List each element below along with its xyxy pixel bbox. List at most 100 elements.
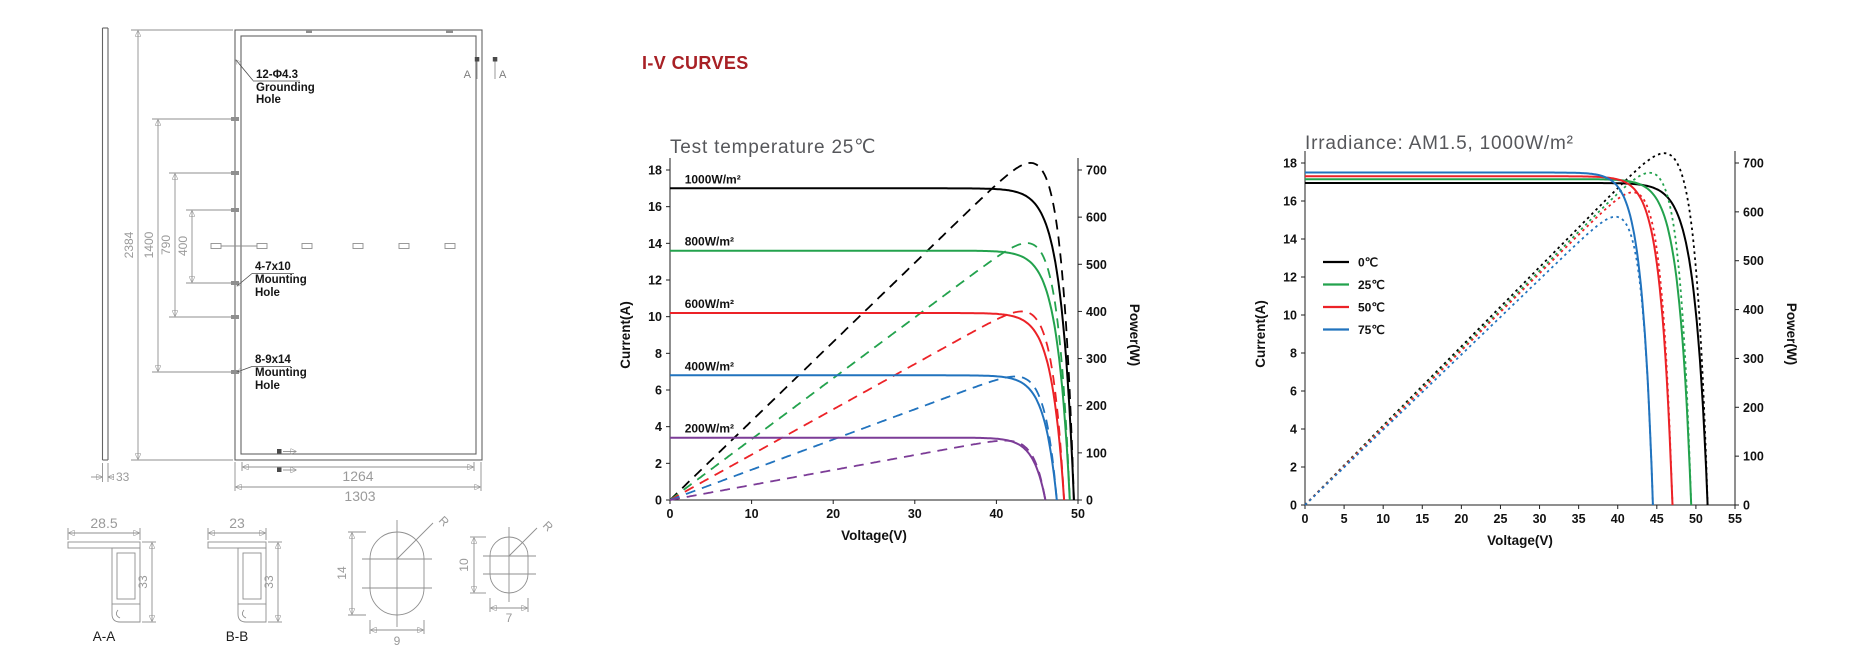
x-tick-label: 45 — [1650, 512, 1664, 526]
x-tick-label: 50 — [1071, 507, 1085, 521]
power-tick-label: 300 — [1743, 352, 1764, 366]
grounding-callout-line1: 12-Φ4.3 — [256, 69, 298, 81]
dim-bottom-hole-span: 1264 — [241, 462, 475, 484]
y-tick-label: 16 — [648, 200, 662, 214]
dim-aa-height-label: 33 — [136, 575, 150, 589]
x-tick-label: 20 — [826, 507, 840, 521]
y-tick-label: 0 — [1290, 499, 1297, 513]
dim-1400: 1400 — [142, 118, 233, 373]
y-tick-label: 2 — [655, 457, 662, 471]
section-a-markers: A A — [464, 57, 507, 81]
series-label-800w-m: 800W/m² — [685, 235, 734, 249]
pv-curve-25 — [1304, 171, 1693, 506]
dim-frame-thickness-label: 33 — [116, 470, 130, 484]
power-axis-title: Power(W) — [1127, 304, 1142, 366]
y-tick-label: 10 — [648, 310, 662, 324]
x-tick-label: 30 — [908, 507, 922, 521]
x-tick-label: 10 — [745, 507, 759, 521]
profile-bb: 23 33 B-B — [207, 515, 282, 644]
mount2-callout-line2: Mounting — [255, 367, 307, 379]
section-bb-label: B-B — [226, 629, 249, 644]
mounting-hole-row — [210, 243, 456, 249]
side-view — [101, 27, 109, 461]
iv-curve-600w-m — [670, 312, 1066, 501]
x-tick-label: 0 — [1302, 512, 1309, 526]
iv-curve-25 — [1305, 178, 1693, 506]
y-tick-label: 8 — [655, 347, 662, 361]
iv-curves-heading: I-V CURVES — [642, 53, 749, 73]
dim-frame-thickness: 33 — [91, 463, 130, 484]
power-tick-label: 100 — [1743, 450, 1764, 464]
panel-front-view — [210, 29, 483, 461]
legend-label-25: 25℃ — [1358, 278, 1385, 292]
legend-label-0: 0℃ — [1358, 256, 1378, 270]
x-tick-label: 55 — [1728, 512, 1742, 526]
x-tick-label: 5 — [1341, 512, 1348, 526]
y-tick-label: 8 — [1290, 347, 1297, 361]
y-tick-label: 6 — [655, 384, 662, 398]
iv-curve-1000w-m — [670, 187, 1075, 501]
x-tick-label: 25 — [1494, 512, 1508, 526]
pv-curve-400w-m — [669, 375, 1058, 501]
technical-drawing: 33 2384 1400 790 400 — [67, 27, 556, 648]
x-axis-title: Voltage(V) — [841, 528, 907, 543]
pv-curve-600w-m — [669, 310, 1065, 501]
dim-790: 790 — [159, 172, 233, 318]
power-tick-label: 200 — [1086, 399, 1107, 413]
mount1-callout-line2: Mounting — [255, 274, 307, 286]
section-a-right-label: A — [499, 69, 507, 81]
series-label-200w-m: 200W/m² — [685, 422, 734, 436]
legend-label-75: 75℃ — [1358, 323, 1385, 337]
y-tick-label: 12 — [1283, 271, 1297, 285]
dim-1303-label: 1303 — [344, 488, 375, 504]
pv-curve-50 — [1304, 191, 1674, 506]
iv-curve-400w-m — [670, 374, 1058, 501]
x-tick-label: 50 — [1689, 512, 1703, 526]
iv-curve-75 — [1305, 171, 1654, 506]
power-tick-label: 400 — [1086, 305, 1107, 319]
x-axis-title: Voltage(V) — [1487, 533, 1553, 548]
mount1-callout-line3: Hole — [255, 287, 280, 299]
profile-aa: 28.5 33 A-A — [67, 515, 156, 644]
section-a-left-label: A — [464, 69, 472, 81]
grounding-callout-line2: Grounding — [256, 82, 315, 94]
dim-10-label: 10 — [457, 558, 471, 572]
y-tick-label: 16 — [1283, 195, 1297, 209]
mounting-hole-callout-large: 8-9x14 Mounting Hole — [237, 354, 307, 392]
power-tick-label: 300 — [1086, 352, 1107, 366]
slot1-radius-label: R — [436, 513, 452, 529]
power-tick-label: 0 — [1743, 499, 1750, 513]
y-tick-label: 6 — [1290, 385, 1297, 399]
grounding-hole-callout: 12-Φ4.3 Grounding Hole — [236, 60, 315, 106]
y-tick-label: 2 — [1290, 461, 1297, 475]
mounting-hole-callout-small: 4-7x10 Mounting Hole — [237, 261, 307, 299]
y-tick-label: 4 — [655, 420, 662, 434]
y-tick-label: 12 — [648, 274, 662, 288]
dim-1264-label: 1264 — [342, 468, 373, 484]
x-tick-label: 30 — [1533, 512, 1547, 526]
slot-detail-large: R 14 9 — [335, 513, 452, 648]
dim-bb-height-label: 33 — [262, 575, 276, 589]
y-tick-label: 18 — [1283, 157, 1297, 171]
series-label-1000w-m: 1000W/m² — [685, 172, 741, 186]
slot2-radius-label: R — [540, 518, 556, 534]
dim-bottom-width: 1303 — [234, 462, 482, 504]
legend-label-50: 50℃ — [1358, 301, 1385, 315]
mount1-callout-line1: 4-7x10 — [255, 261, 291, 273]
dim-23-label: 23 — [229, 515, 245, 531]
mount2-callout-line3: Hole — [255, 380, 280, 392]
power-tick-label: 400 — [1743, 303, 1764, 317]
x-tick-label: 15 — [1415, 512, 1429, 526]
power-tick-label: 600 — [1086, 211, 1107, 225]
y-axis-title: Current(A) — [1253, 300, 1268, 368]
pv-curve-200w-m — [669, 439, 1047, 501]
pv-curve-800w-m — [669, 242, 1071, 501]
x-tick-label: 35 — [1572, 512, 1586, 526]
y-tick-label: 14 — [648, 237, 662, 251]
series-label-600w-m: 600W/m² — [685, 297, 734, 311]
dim-7-label: 7 — [506, 611, 513, 625]
power-tick-label: 100 — [1086, 446, 1107, 460]
y-tick-label: 18 — [648, 164, 662, 178]
slot-detail-small: R 10 7 — [457, 518, 556, 625]
